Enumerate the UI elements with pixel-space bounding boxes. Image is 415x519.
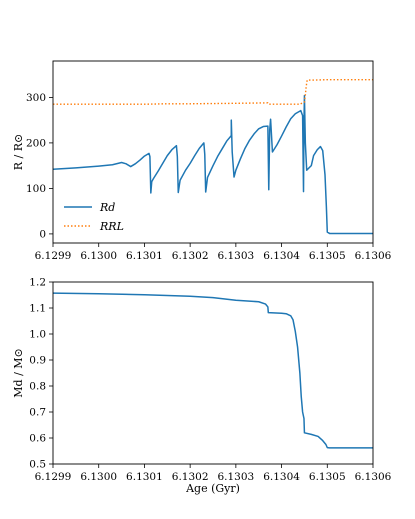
mass-axes-frame: [52, 281, 374, 465]
mass-x-tick-label: 6.1306: [355, 471, 392, 483]
mass-y-tick-label: 0.7: [29, 407, 46, 419]
radius-y-tick-label: 0: [39, 228, 46, 240]
radius-y-tick-label: 200: [26, 137, 46, 149]
legend: Rd RRL: [64, 201, 124, 233]
radius-y-tick-label: 100: [26, 183, 46, 195]
mass-x-tick-label: 6.1300: [80, 471, 117, 483]
mass-x-axis-label: Age (Gyr): [185, 482, 240, 495]
radius-y-tick-label: 300: [26, 92, 46, 104]
mass-y-tick-label: 0.6: [29, 433, 46, 445]
legend-rrl-label: RRL: [99, 220, 124, 233]
radius-series-rd: [52, 94, 373, 235]
mass-y-tick-label: 0.8: [29, 381, 46, 393]
radius-x-tick-label: 6.1303: [217, 250, 254, 262]
radius-ticks: 6.1299 6.1300 6.1301 6.1302 6.1303 6.1304 6.13…: [26, 92, 392, 262]
mass-x-tick-label: 6.1303: [217, 471, 254, 483]
mass-y-tick-label: 1.1: [29, 303, 46, 315]
radius-y-axis-label: R / R⊙: [12, 134, 25, 170]
mass-x-tick-label: 6.1302: [172, 471, 209, 483]
mass-y-tick-label: 0.9: [29, 355, 46, 367]
radius-x-tick-label: 6.1305: [309, 250, 346, 262]
radius-panel: 6.1299 6.1300 6.1301 6.1302 6.1303 6.1304 6.13…: [12, 60, 392, 262]
mass-y-axis-label: Md / M⊙: [12, 348, 25, 397]
radius-x-tick-label: 6.1299: [35, 250, 72, 262]
mass-plot-lines: [52, 292, 373, 449]
mass-panel: 6.1299 6.1300 6.1301 6.1302 6.1303 6.1304 6.13…: [12, 277, 392, 496]
radius-series-rrl: [53, 78, 373, 105]
radius-x-tick-label: 6.1304: [263, 250, 300, 262]
mass-x-tick-label: 6.1304: [263, 471, 300, 483]
radius-plot-lines: [52, 78, 373, 235]
radius-x-tick-label: 6.1301: [126, 250, 163, 262]
mass-x-tick-label: 6.1305: [309, 471, 346, 483]
radius-x-tick-label: 6.1300: [80, 250, 117, 262]
radius-x-tick-label: 6.1306: [355, 250, 392, 262]
mass-y-tick-label: 0.5: [29, 459, 46, 471]
mass-y-tick-label: 1.2: [29, 277, 46, 289]
mass-series-line: [52, 292, 373, 449]
mass-x-tick-label: 6.1299: [35, 471, 72, 483]
radius-x-tick-label: 6.1302: [172, 250, 209, 262]
mass-ticks: 6.1299 6.1300 6.1301 6.1302 6.1303 6.1304 6.13…: [29, 277, 391, 484]
mass-x-tick-label: 6.1301: [126, 471, 163, 483]
radius-axes-frame: [52, 60, 374, 244]
legend-rd-label: Rd: [99, 201, 115, 214]
mass-y-tick-label: 1.0: [29, 329, 46, 341]
